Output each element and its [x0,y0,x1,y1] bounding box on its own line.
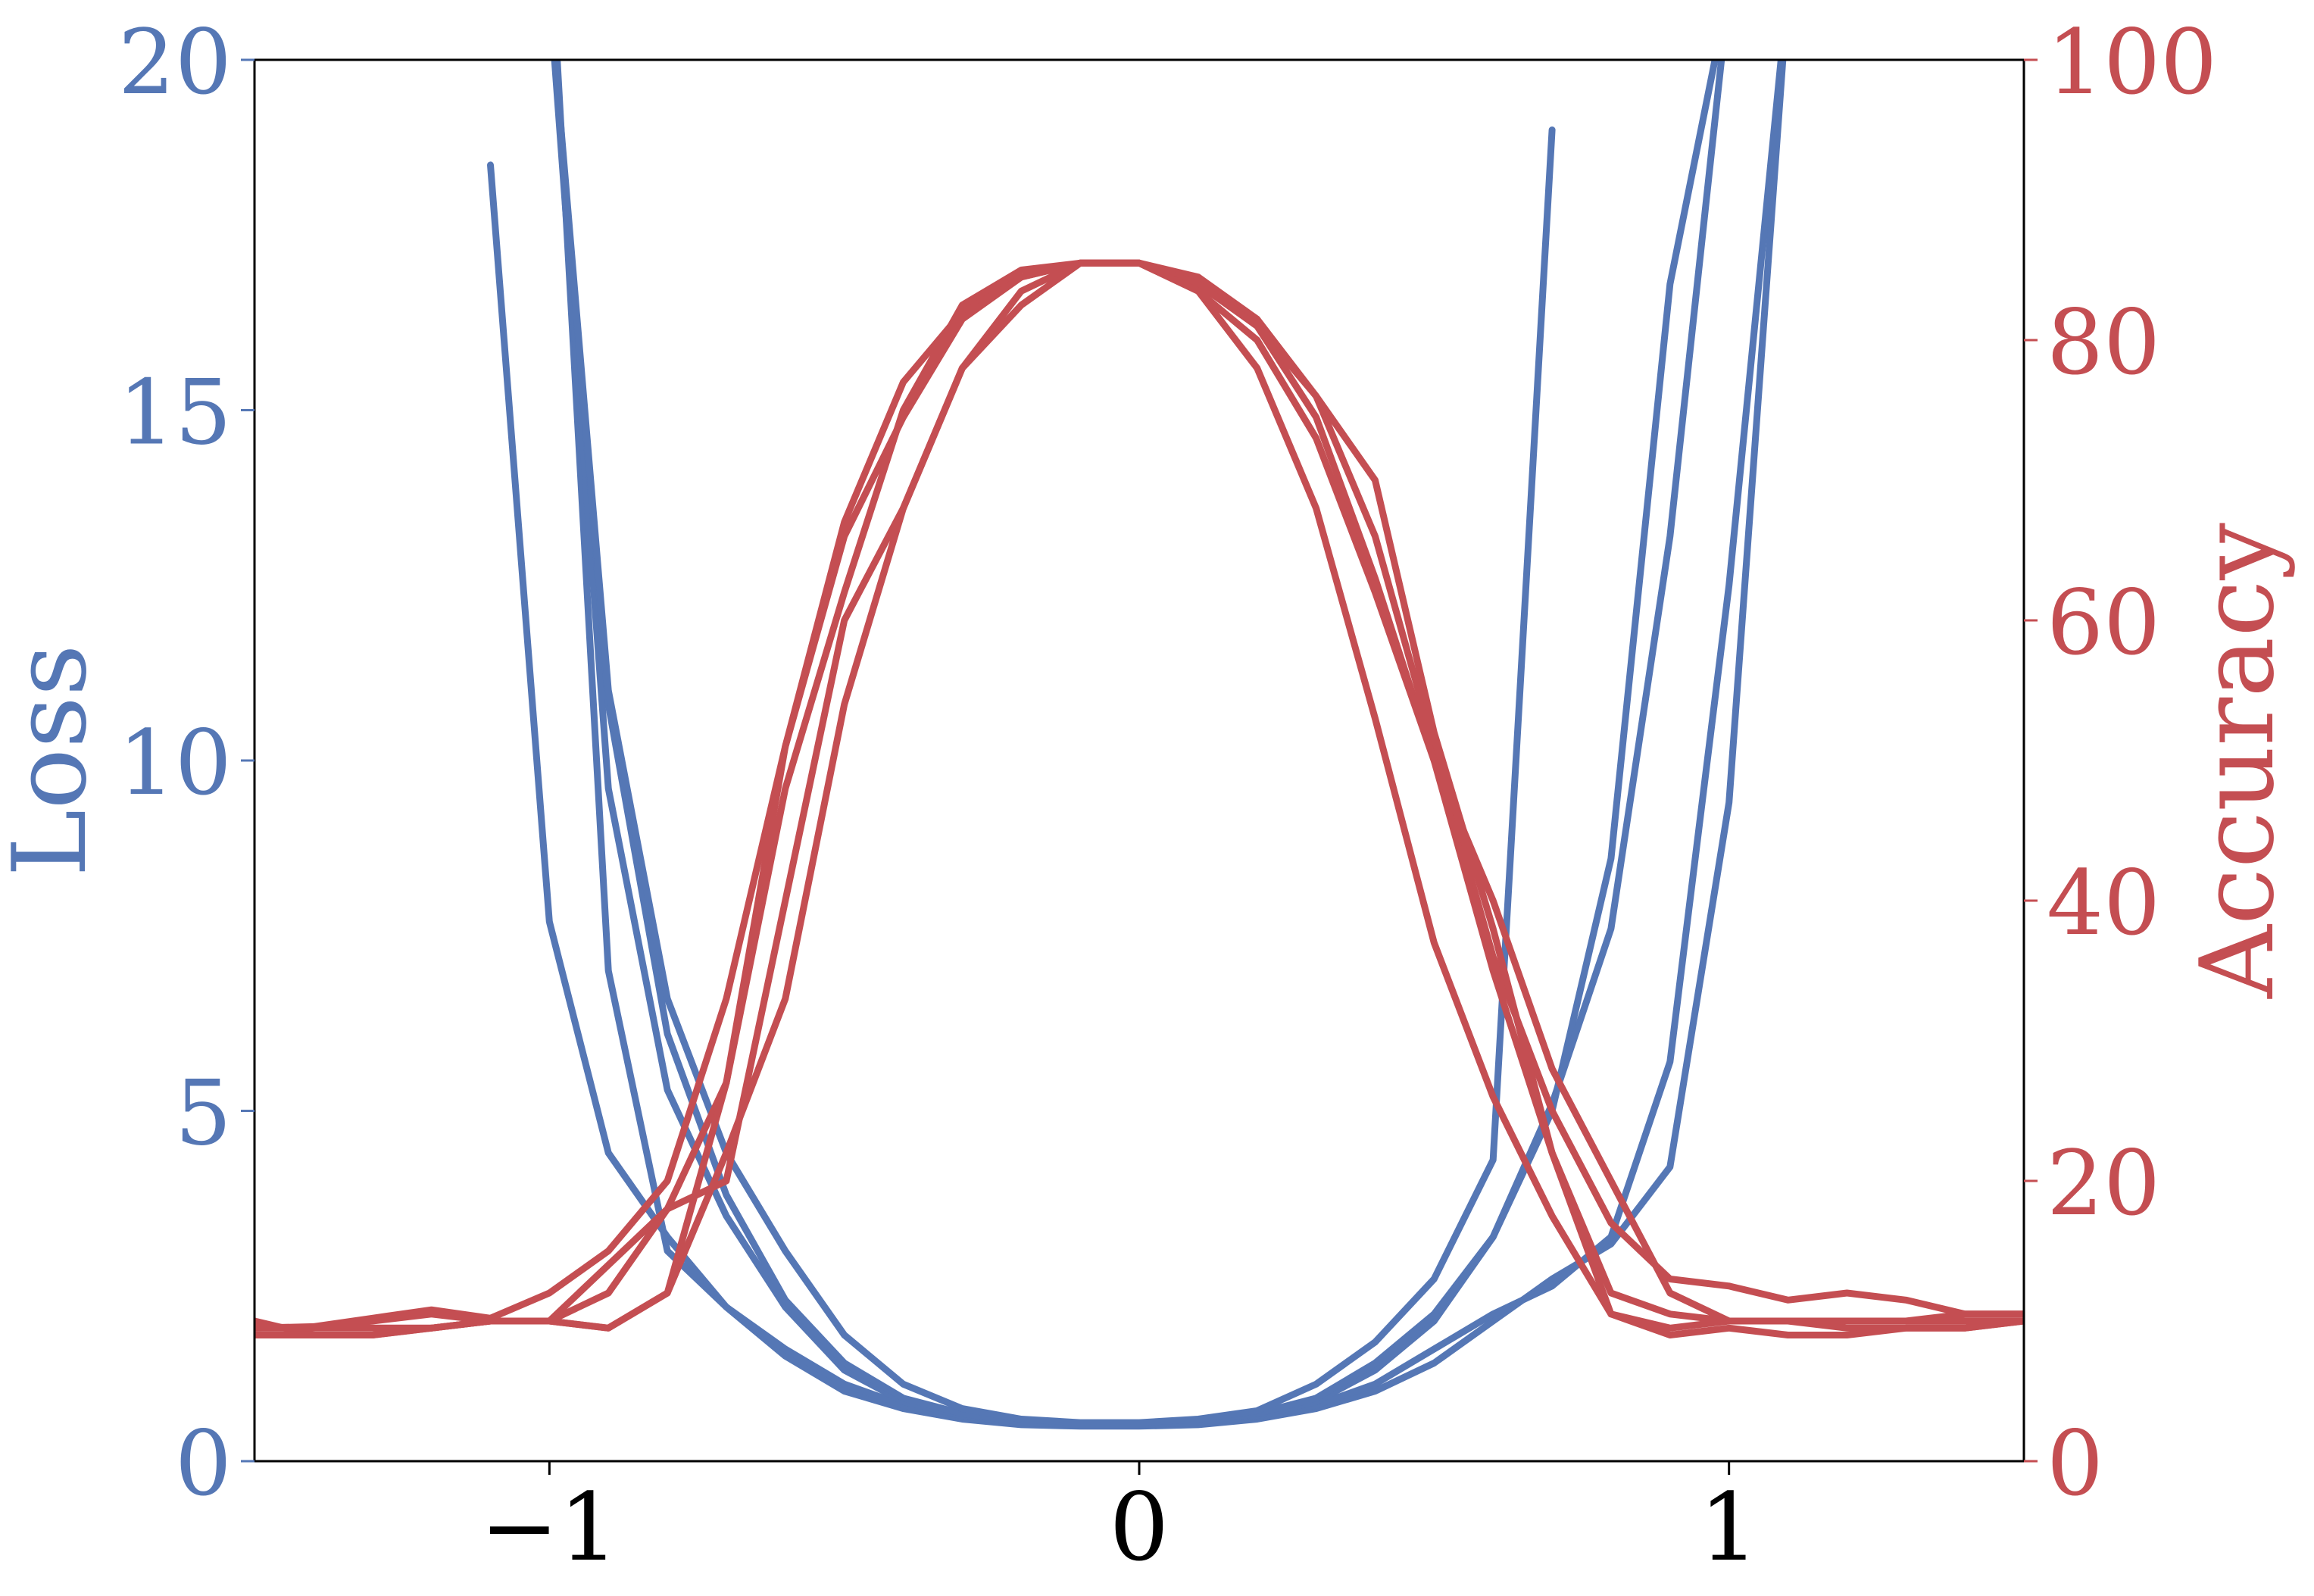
loss-series-line-1 [487,60,1787,1430]
y-axis-right-title: Accuracy [2178,523,2297,999]
y-left-tick-label: 10 [118,711,232,815]
accuracy-series-line-5 [255,259,2024,1338]
x-tick-label: 1 [1699,1473,1759,1582]
y-axis-left-title: Loss [0,644,109,876]
y-left-tick-label: 0 [175,1411,232,1516]
ticks-layer: 0 5 10 15 20 0 20 40 60 80 100 −1 0 1 [118,10,2217,1582]
series-layer [255,60,2024,1430]
y-right-tick-label: 0 [2047,1411,2103,1516]
y-left-tick-label: 15 [118,361,232,465]
y-left-tick-label: 20 [118,10,232,114]
y-right-tick-label: 60 [2047,570,2160,675]
y-right-tick-label: 80 [2047,290,2160,395]
y-right-tick-label: 20 [2047,1131,2160,1235]
y-right-tick-label: 40 [2047,851,2160,955]
x-tick-label: −1 [480,1473,619,1582]
x-tick-label: 0 [1110,1473,1169,1582]
y-right-tick-label: 100 [2047,10,2217,114]
y-left-tick-label: 5 [175,1061,232,1166]
